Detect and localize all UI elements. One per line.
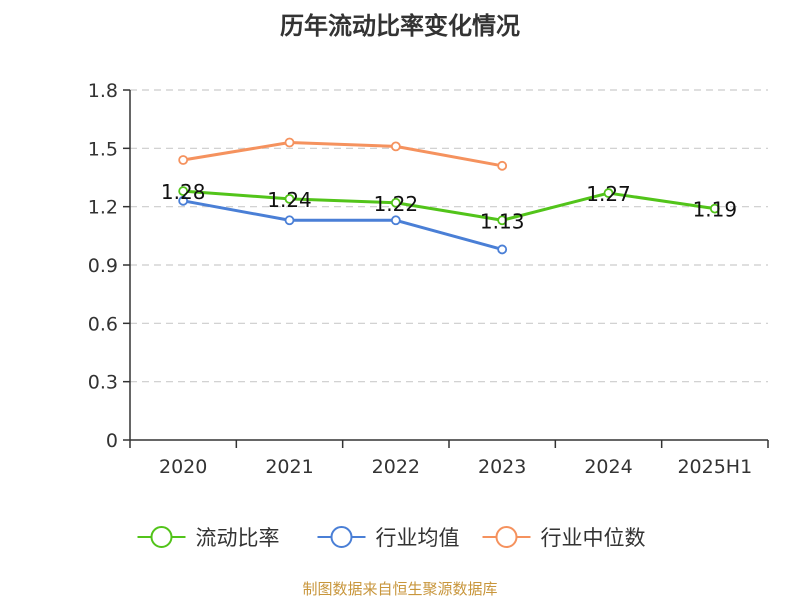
data-point-1-2 xyxy=(390,215,401,226)
y-tick-label-0: 0 xyxy=(106,430,118,452)
data-label-5: 1.19 xyxy=(693,198,738,222)
series-line-0 xyxy=(183,189,716,222)
y-tick-label-2: 0.6 xyxy=(88,313,118,335)
data-labels: 1.28 1.24 1.22 1.13 1.27 1.19 xyxy=(161,180,737,233)
y-tick-label-6: 1.8 xyxy=(88,80,118,102)
legend: 流动比率 行业均值 行业中位数 xyxy=(137,526,646,550)
data-point-0-5 xyxy=(709,203,720,214)
series-line-2 xyxy=(182,141,503,168)
data-label-0: 1.28 xyxy=(161,180,206,204)
legend-marker-2 xyxy=(495,526,518,548)
data-point-0-0 xyxy=(178,186,189,197)
data-point-0-4 xyxy=(603,188,614,198)
legend-marker-0 xyxy=(150,526,173,548)
y-tick-label-1: 0.3 xyxy=(88,372,118,394)
data-point-1-0 xyxy=(178,195,189,206)
data-point-2-0 xyxy=(178,155,189,165)
data-point-2-2 xyxy=(390,141,401,152)
data-point-0-2 xyxy=(390,197,401,208)
data-point-2-1 xyxy=(284,137,295,148)
x-tick-label-2: 2022 xyxy=(372,456,420,478)
data-label-3: 1.13 xyxy=(480,209,525,233)
legend-label-2: 行业中位数 xyxy=(541,526,646,550)
data-point-2-3 xyxy=(497,160,508,171)
data-point-0-1 xyxy=(284,193,295,204)
data-point-0-3 xyxy=(497,215,508,226)
legend-label-1: 行业均值 xyxy=(376,526,460,550)
x-tick-label-4: 2024 xyxy=(584,456,632,478)
chart-title: 历年流动比率变化情况 xyxy=(280,12,520,40)
x-tick-label-3: 2023 xyxy=(478,456,526,478)
y-tick-label-3: 0.9 xyxy=(88,255,118,277)
legend-marker-1 xyxy=(330,526,353,548)
data-point-1-1 xyxy=(284,215,295,226)
data-point-1-3 xyxy=(497,244,508,255)
data-label-2: 1.22 xyxy=(374,192,419,216)
axes: 0 0.3 0.6 0.9 1.2 1.5 1.8 2020 2021 2022 2023 2024 2… xyxy=(88,80,769,478)
series-group xyxy=(178,137,720,255)
grid-lines xyxy=(130,89,768,383)
x-tick-label-5: 2025H1 xyxy=(677,456,752,478)
series-line-1 xyxy=(182,199,503,251)
y-tick-label-5: 1.5 xyxy=(88,138,118,160)
legend-label-0: 流动比率 xyxy=(196,526,280,550)
x-tick-label-1: 2021 xyxy=(265,456,313,478)
source-footer: 制图数据来自恒生聚源数据库 xyxy=(302,580,498,598)
data-label-1: 1.24 xyxy=(267,188,312,212)
y-tick-label-4: 1.2 xyxy=(88,197,118,219)
data-label-4: 1.27 xyxy=(586,182,631,206)
x-tick-label-0: 2020 xyxy=(159,456,207,478)
